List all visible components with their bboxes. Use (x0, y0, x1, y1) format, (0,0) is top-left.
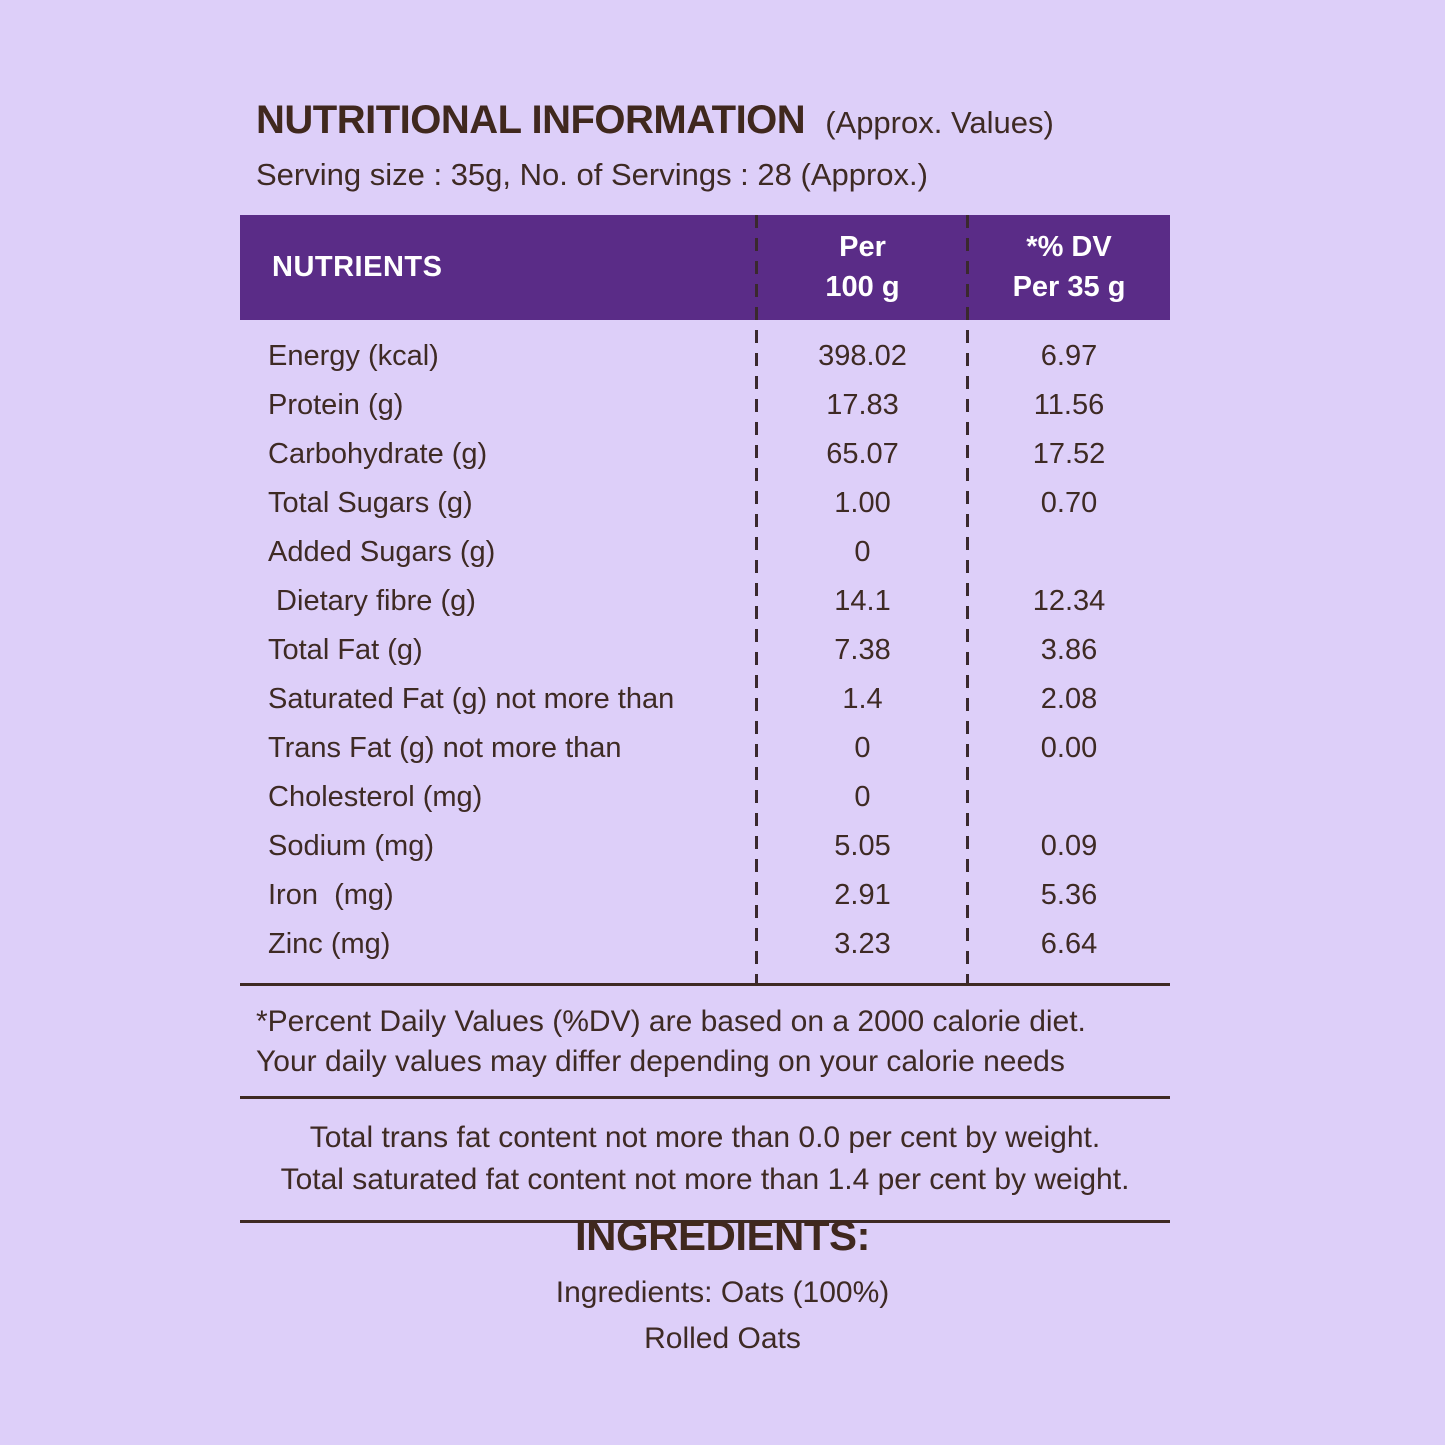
table-row: Energy (kcal) 398.02 6.97 (240, 332, 1170, 381)
ingredients-section: INGREDIENTS: Ingredients: Oats (100%) Ro… (0, 1212, 1445, 1356)
nutrient-label: Energy (kcal) (268, 340, 439, 372)
table-row: Zinc (mg) 3.23 6.64 (240, 920, 1170, 969)
fat-content-note-line-1: Total trans fat content not more than 0.… (309, 1120, 1101, 1154)
table-row: Dietary fibre (g) 14.1 12.34 (240, 577, 1170, 626)
nutrient-label: Carbohydrate (g) (268, 438, 488, 470)
nutrient-dv-per-35g-value: 0.00 (1040, 732, 1098, 764)
nutrient-dv-per-35g-value: 3.86 (1040, 634, 1098, 666)
nutrient-per-100g-value: 7.38 (834, 634, 891, 666)
table-row: Total Sugars (g) 1.00 0.70 (240, 479, 1170, 528)
horizontal-rule-2 (240, 1095, 1170, 1099)
nutrient-dv-per-35g-value: 6.97 (1040, 340, 1098, 372)
nutrient-dv-per-35g-value: 0.70 (1040, 487, 1098, 519)
horizontal-rule-3 (240, 1219, 1170, 1223)
nutrient-per-100g-value: 14.1 (834, 585, 891, 617)
nutrient-label: Iron (mg) (268, 879, 394, 911)
dashed-column-divider-2 (966, 215, 969, 983)
nutrient-label: Dietary fibre (g) (268, 585, 476, 617)
nutrient-per-100g-value: 17.83 (826, 389, 899, 421)
nutrient-label: Trans Fat (g) not more than (268, 732, 622, 764)
table-row: Saturated Fat (g) not more than 1.4 2.08 (240, 675, 1170, 724)
nutrient-label: Total Sugars (g) (268, 487, 473, 519)
nutrient-label: Zinc (mg) (268, 928, 391, 960)
dashed-column-divider-1 (755, 215, 758, 983)
main-column: NUTRITIONAL INFORMATION (Approx. Values)… (240, 98, 1170, 1223)
nutrient-per-100g-value: 3.23 (834, 928, 891, 960)
nutrient-dv-per-35g-value: 0.09 (1040, 830, 1098, 862)
daily-value-note-line-1: *Percent Daily Values (%DV) are based on… (256, 1005, 1086, 1038)
nutrient-per-100g-value: 1.00 (834, 487, 891, 519)
table-row: Trans Fat (g) not more than 0 0.00 (240, 724, 1170, 773)
table-row: Cholesterol (mg) 0 (240, 773, 1170, 822)
nutrient-label: Sodium (mg) (268, 830, 434, 862)
ingredients-line-2: Rolled Oats (644, 1322, 801, 1355)
nutrient-per-100g-value: 5.05 (834, 830, 891, 862)
nutrient-per-100g-value: 0 (854, 732, 871, 764)
table-header: NUTRIENTS Per 100 g *% DV Per 35 g (240, 215, 1170, 320)
nutrient-label: Protein (g) (268, 389, 404, 421)
page-title: NUTRITIONAL INFORMATION (256, 98, 806, 142)
horizontal-rule-1 (240, 983, 1170, 986)
fat-content-note-line-2: Total saturated fat content not more tha… (280, 1163, 1130, 1197)
nutrient-dv-per-35g-value: 11.56 (1033, 389, 1105, 421)
nutrient-dv-per-35g-value: 12.34 (1032, 585, 1106, 617)
nutrient-per-100g-value: 398.02 (818, 340, 907, 372)
nutrient-label: Added Sugars (g) (268, 536, 496, 568)
table-body: Energy (kcal) 398.02 6.97 Protein (g) 17… (240, 320, 1170, 983)
nutrient-per-100g-value: 1.4 (842, 683, 883, 715)
table-row: Sodium (mg) 5.05 0.09 (240, 822, 1170, 871)
table-row: Added Sugars (g) 0 (240, 528, 1170, 577)
nutrient-dv-per-35g-value: 5.36 (1040, 879, 1098, 911)
header-cell-dv-per-35g: *% DV Per 35 g (1012, 231, 1126, 303)
nutrient-label: Saturated Fat (g) not more than (268, 683, 675, 715)
nutrient-dv-per-35g-value: 17.52 (1032, 438, 1106, 470)
nutrient-per-100g-value: 0 (854, 781, 871, 813)
nutrient-per-100g-value: 2.91 (834, 879, 891, 911)
nutrient-label: Cholesterol (mg) (268, 781, 483, 813)
daily-value-note-line-2: Your daily values may differ depending o… (256, 1044, 1065, 1078)
nutrient-label: Total Fat (g) (268, 634, 423, 666)
table-row: Carbohydrate (g) 65.07 17.52 (240, 430, 1170, 479)
nutrient-dv-per-35g-value: 2.08 (1040, 683, 1098, 715)
nutrition-table: NUTRIENTS Per 100 g *% DV Per 35 g Energ… (240, 215, 1170, 983)
nutrient-per-100g-value: 65.07 (826, 438, 899, 470)
ingredients-heading: INGREDIENTS: (574, 1212, 871, 1259)
page-title-suffix: (Approx. Values) (825, 105, 1054, 140)
header-cell-nutrients: NUTRIENTS (272, 251, 443, 283)
header-cell-per-100g: Per 100 g (825, 231, 900, 303)
table-row: Iron (mg) 2.91 5.36 (240, 871, 1170, 920)
nutrient-per-100g-value: 0 (854, 536, 871, 568)
daily-value-note: *Percent Daily Values (%DV) are based on… (256, 1002, 1170, 1082)
title-line: NUTRITIONAL INFORMATION (Approx. Values) (256, 98, 1170, 143)
table-row: Protein (g) 17.83 11.56 (240, 381, 1170, 430)
table-row: Total Fat (g) 7.38 3.86 (240, 626, 1170, 675)
fat-content-note: Total trans fat content not more than 0.… (240, 1117, 1170, 1202)
ingredients-line-1: Ingredients: Oats (100%) (555, 1276, 890, 1309)
serving-size-line: Serving size : 35g, No. of Servings : 28… (256, 157, 928, 192)
nutrient-dv-per-35g-value: 6.64 (1040, 928, 1098, 960)
